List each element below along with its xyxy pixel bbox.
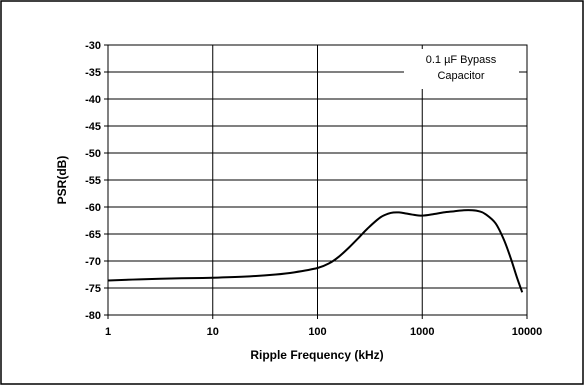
- x-tick-label: 100: [308, 326, 326, 338]
- y-tick-label: -75: [85, 283, 101, 295]
- y-axis-ticks: -30 -35 -40 -45 -50 -55 -60 -65 -70 -75 -80: [85, 40, 108, 322]
- series-line-psr: [107, 209, 524, 293]
- x-tick-label: 1000: [410, 326, 434, 338]
- y-tick-label: -65: [85, 229, 101, 241]
- annotation: 0.1 µF Bypass Capacitor: [404, 49, 519, 89]
- y-tick-label: -30: [85, 40, 101, 52]
- annotation-line-1: 0.1 µF Bypass: [426, 54, 497, 66]
- y-tick-label: -40: [85, 94, 101, 106]
- y-axis-label: PSR(dB): [55, 156, 69, 205]
- y-tick-label: -55: [85, 175, 101, 187]
- x-axis-ticks: 1 10 100 1000 10000: [105, 315, 542, 338]
- y-tick-label: -45: [85, 121, 101, 133]
- x-tick-label: 1: [105, 326, 111, 338]
- grid-lines: [108, 45, 527, 315]
- y-tick-label: -60: [85, 202, 101, 214]
- y-tick-label: -35: [85, 67, 101, 79]
- x-tick-label: 10: [207, 326, 219, 338]
- y-tick-label: -80: [85, 310, 101, 322]
- x-axis-label: Ripple Frequency (kHz): [250, 348, 383, 362]
- x-tick-label: 10000: [512, 326, 543, 338]
- annotation-line-2: Capacitor: [437, 70, 484, 82]
- annotation-box: [404, 49, 519, 89]
- y-tick-label: -50: [85, 148, 101, 160]
- y-tick-label: -70: [85, 256, 101, 268]
